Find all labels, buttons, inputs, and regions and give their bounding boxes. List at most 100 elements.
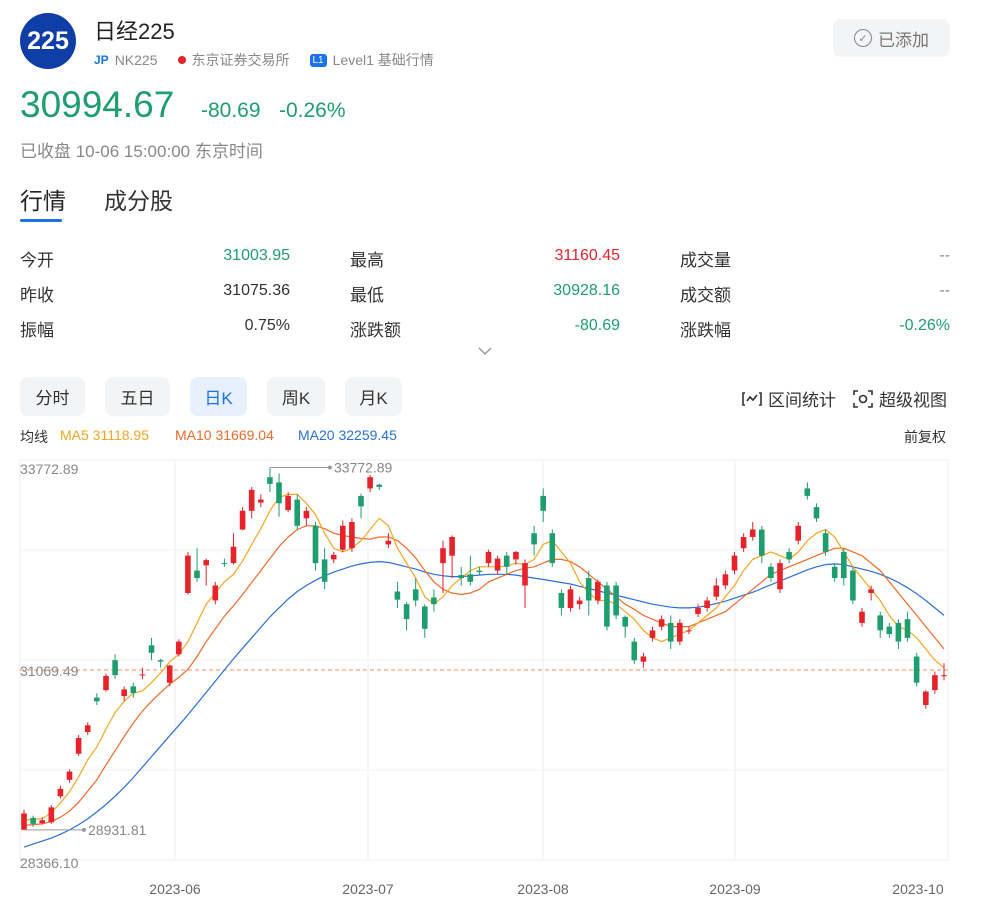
stat-value-low: 30928.16 <box>553 282 620 299</box>
market-flag: JP <box>94 53 109 67</box>
candle-body <box>640 656 647 662</box>
market-status: 已收盘 10-06 15:00:00 东京时间 <box>20 142 263 161</box>
candle-body <box>394 591 401 600</box>
ma20-legend: MA20 32259.45 <box>298 427 397 443</box>
candle-body <box>21 813 27 830</box>
candle-body <box>777 563 783 590</box>
candle-body <box>677 622 683 642</box>
candle-body <box>813 507 820 519</box>
added-label: 已添加 <box>878 30 929 50</box>
candle-body <box>294 499 300 526</box>
candle-body <box>449 537 455 556</box>
tab-constituents[interactable]: 成分股 <box>104 188 173 214</box>
period-daily-button[interactable]: 日K <box>190 377 247 416</box>
candle-body <box>212 585 219 601</box>
y-axis-label: 31069.49 <box>20 663 79 679</box>
stat-value-high: 31160.45 <box>554 247 620 264</box>
candle-body <box>841 551 847 579</box>
candle-body <box>139 674 146 676</box>
period-5day-button[interactable]: 五日 <box>105 377 170 416</box>
candle-body <box>549 533 556 564</box>
candle-body <box>913 656 920 683</box>
candle-body <box>941 675 947 677</box>
candle-body <box>749 529 756 537</box>
candle-body <box>759 529 765 556</box>
ma5-line <box>23 493 945 821</box>
candle-body <box>667 622 674 642</box>
exchange-name: 东京证券交易所 <box>191 52 290 68</box>
x-axis-label: 2023-06 <box>149 881 201 897</box>
candle-body <box>503 555 510 567</box>
index-code: NK225 <box>114 52 158 68</box>
candle-body <box>412 589 419 601</box>
logo-text: 225 <box>27 26 69 55</box>
candle-body <box>431 597 437 605</box>
candle-body <box>522 563 528 586</box>
candle-body <box>112 660 118 676</box>
candle-body <box>148 645 155 653</box>
y-axis-label: 33772.89 <box>20 461 79 477</box>
candle-body <box>613 585 619 616</box>
period-monthly-button[interactable]: 月K <box>345 377 402 416</box>
candle-body <box>795 525 801 541</box>
candle-body <box>276 482 282 504</box>
candle-body <box>531 533 537 545</box>
candle-body <box>731 555 738 571</box>
candle-body <box>440 548 446 564</box>
candle-body <box>48 807 55 823</box>
last-price: 30994.67 <box>20 84 175 125</box>
candle-body <box>704 600 710 608</box>
ma5-legend: MA5 31118.95 <box>60 427 149 443</box>
period-weekly-button[interactable]: 周K <box>267 377 325 416</box>
candle-body <box>403 604 410 620</box>
candle-body <box>804 488 811 496</box>
candle-body <box>476 570 483 573</box>
price-change-pct: -0.26% <box>279 99 346 122</box>
candle-body <box>576 600 583 605</box>
candle-body <box>185 555 191 593</box>
candle-body <box>467 574 474 582</box>
candle-body <box>157 660 164 662</box>
candle-body <box>658 619 665 627</box>
adjust-mode-button[interactable]: 前复权 <box>904 429 946 445</box>
x-axis-label: 2023-07 <box>342 881 394 897</box>
candle-body <box>877 615 883 631</box>
candle-body <box>485 551 492 564</box>
range-stats-button[interactable]: 区间统计 <box>742 386 836 411</box>
candle-body <box>330 554 337 560</box>
stat-label-change-pct: 涨跌幅 <box>680 321 731 340</box>
tab-quote[interactable]: 行情 <box>20 188 66 214</box>
stat-value-amplitude: 0.75% <box>244 317 290 334</box>
candle-body <box>859 611 865 623</box>
super-view-icon <box>853 389 873 408</box>
range-stats-icon <box>742 391 762 406</box>
super-view-button[interactable]: 超级视图 <box>853 386 947 411</box>
candle-body <box>722 574 729 586</box>
stat-value-change: -80.69 <box>574 317 620 334</box>
added-watchlist-button[interactable]: ✓ 已添加 <box>833 19 950 57</box>
stat-value-turnover: -- <box>939 282 950 299</box>
period-intraday-button[interactable]: 分时 <box>20 377 85 416</box>
expand-chevron-icon[interactable] <box>477 344 493 362</box>
candle-body <box>267 477 273 484</box>
candle-body <box>285 495 291 511</box>
level-badge-icon: L1 <box>309 53 327 67</box>
max-marker-dot <box>327 465 332 470</box>
candle-body <box>649 630 656 638</box>
candle-body <box>695 607 701 614</box>
candle-body <box>130 686 137 694</box>
candle-body <box>868 589 874 593</box>
candle-body <box>312 525 319 564</box>
candlestick-chart[interactable]: 33772.89 31069.49 28366.10 33772.89 28931.81… <box>0 450 986 907</box>
candle-body <box>558 593 565 608</box>
candle-body <box>786 551 792 560</box>
candle-body <box>57 788 64 797</box>
candle-body <box>895 622 902 642</box>
candle-body <box>595 581 601 601</box>
candle-body <box>176 641 182 655</box>
candle-body <box>121 689 127 697</box>
stat-value-volume: -- <box>939 247 950 264</box>
candle-body <box>75 738 82 754</box>
candle-body <box>686 630 692 632</box>
candle-body <box>567 589 574 608</box>
